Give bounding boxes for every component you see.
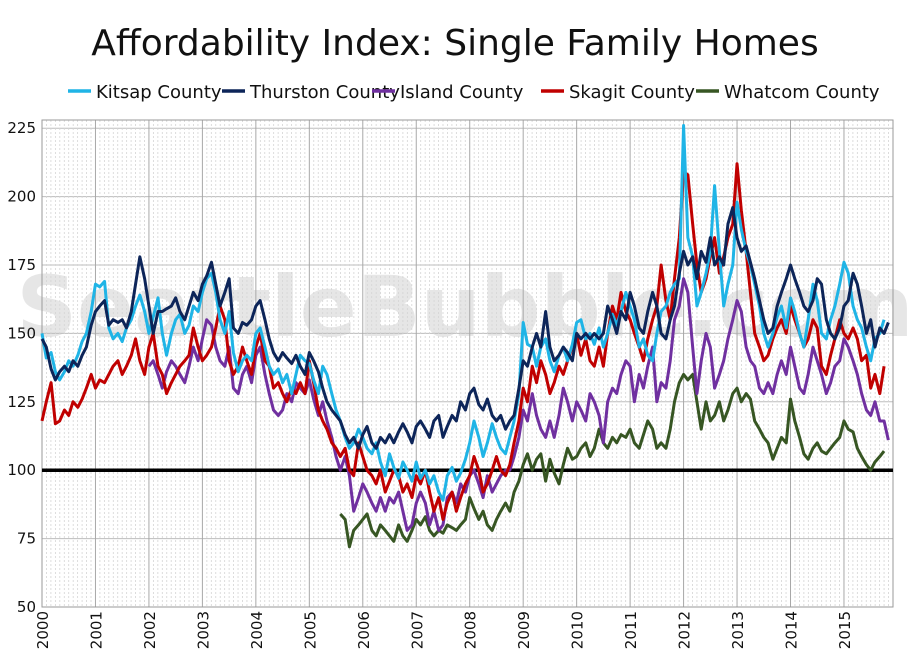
y-tick-label: 100	[7, 461, 36, 479]
x-tick-label: 2003	[194, 611, 212, 649]
x-tick-label: 2000	[34, 611, 52, 649]
legend-label: Skagit County	[569, 82, 695, 103]
y-tick-label: 50	[17, 598, 36, 616]
x-tick-label: 2011	[622, 611, 640, 649]
x-tick-label: 2013	[729, 611, 747, 649]
x-tick-label: 2008	[462, 611, 480, 649]
x-tick-label: 2001	[87, 611, 105, 649]
x-tick-label: 2015	[836, 611, 854, 649]
x-tick-label: 2012	[676, 611, 694, 649]
series-line-skagit-county	[40, 162, 886, 521]
legend-label: Thurston County	[249, 82, 400, 103]
x-tick-label: 2007	[408, 611, 426, 649]
series-line-kitsap-county	[40, 123, 886, 502]
series-line-whatcom-county	[339, 372, 886, 549]
x-tick-label: 2004	[248, 611, 266, 649]
plot-area: 50 75 100 125 150 175 200 225 2000 2001 2002 2003 20…	[7, 119, 894, 649]
y-tick-label: 75	[17, 530, 36, 548]
plot-border	[41, 119, 894, 608]
x-tick-label: 2005	[301, 611, 319, 649]
legend: Kitsap County Thurston County Island Count…	[68, 82, 880, 103]
legend-label: Island County	[400, 82, 524, 103]
series-line-thurston-county	[40, 206, 890, 450]
x-tick-label: 2009	[515, 611, 533, 649]
y-tick-label: 225	[7, 119, 36, 137]
x-tick-label: 2006	[355, 611, 373, 649]
x-tick-label: 2010	[569, 611, 587, 649]
chart-title: Affordability Index: Single Family Homes	[91, 23, 818, 64]
y-tick-label: 200	[7, 188, 36, 206]
x-tick-label: 2002	[141, 611, 159, 649]
y-tick-label: 150	[7, 324, 36, 342]
y-tick-label: 125	[7, 393, 36, 411]
legend-label: Kitsap County	[96, 82, 222, 103]
y-tick-label: 175	[7, 256, 36, 274]
x-tick-label: 2014	[783, 611, 801, 649]
series-line-island-county	[147, 277, 890, 532]
legend-label: Whatcom County	[724, 82, 880, 103]
